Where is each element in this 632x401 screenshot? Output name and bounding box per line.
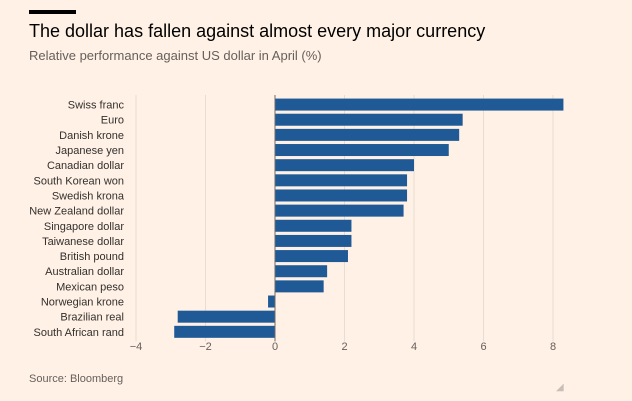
x-tick-label: −4 — [130, 341, 143, 353]
bar — [275, 159, 414, 172]
bar — [275, 98, 564, 111]
x-tick-label: 2 — [341, 341, 347, 353]
corner-resize-icon: ◢ — [556, 382, 564, 393]
bar — [275, 265, 328, 278]
bar — [275, 234, 352, 247]
category-label: Mexican peso — [56, 281, 124, 293]
x-tick-label: −2 — [199, 341, 212, 353]
category-label: Norwegian krone — [41, 297, 124, 309]
category-label: Swiss franc — [68, 100, 125, 112]
bar — [275, 113, 463, 126]
chart-subtitle: Relative performance against US dollar i… — [29, 48, 322, 63]
x-tick-layer: −4 −2 0 2 4 6 8 — [130, 341, 556, 353]
category-label: South African rand — [33, 327, 124, 339]
bar — [268, 295, 275, 308]
x-tick-label: 8 — [550, 341, 556, 353]
x-tick-label: 6 — [480, 341, 486, 353]
bar — [275, 219, 352, 232]
bar — [275, 189, 408, 202]
category-label: Brazilian real — [60, 312, 124, 324]
category-label: Australian dollar — [45, 266, 124, 278]
category-label: Japanese yen — [56, 145, 125, 157]
grid-layer — [135, 95, 554, 342]
bar — [177, 310, 275, 323]
category-label-layer: Swiss franc Euro Danish krone Japanese yen C… — [29, 100, 125, 339]
category-label: Singapore dollar — [44, 221, 124, 233]
category-label: South Korean won — [33, 175, 124, 187]
category-label: Taiwanese dollar — [42, 236, 124, 248]
chart-title: The dollar has fallen against almost eve… — [29, 21, 486, 41]
bar — [275, 144, 449, 157]
bar — [275, 250, 348, 263]
bar — [275, 174, 408, 187]
category-label: Danish krone — [59, 130, 124, 142]
category-label: British pound — [60, 251, 124, 263]
source-note: Source: Bloomberg — [29, 373, 124, 385]
x-tick-label: 0 — [272, 341, 278, 353]
bar — [275, 204, 404, 217]
category-label: Swedish krona — [52, 190, 125, 202]
x-tick-label: 4 — [411, 341, 417, 353]
bar — [275, 128, 460, 141]
header-accent-bar — [29, 10, 76, 14]
category-label: Canadian dollar — [47, 160, 124, 172]
category-label: Euro — [101, 115, 124, 127]
bar — [275, 280, 324, 293]
bar — [174, 325, 275, 338]
bar-layer — [174, 98, 564, 338]
category-label: New Zealand dollar — [29, 206, 124, 218]
